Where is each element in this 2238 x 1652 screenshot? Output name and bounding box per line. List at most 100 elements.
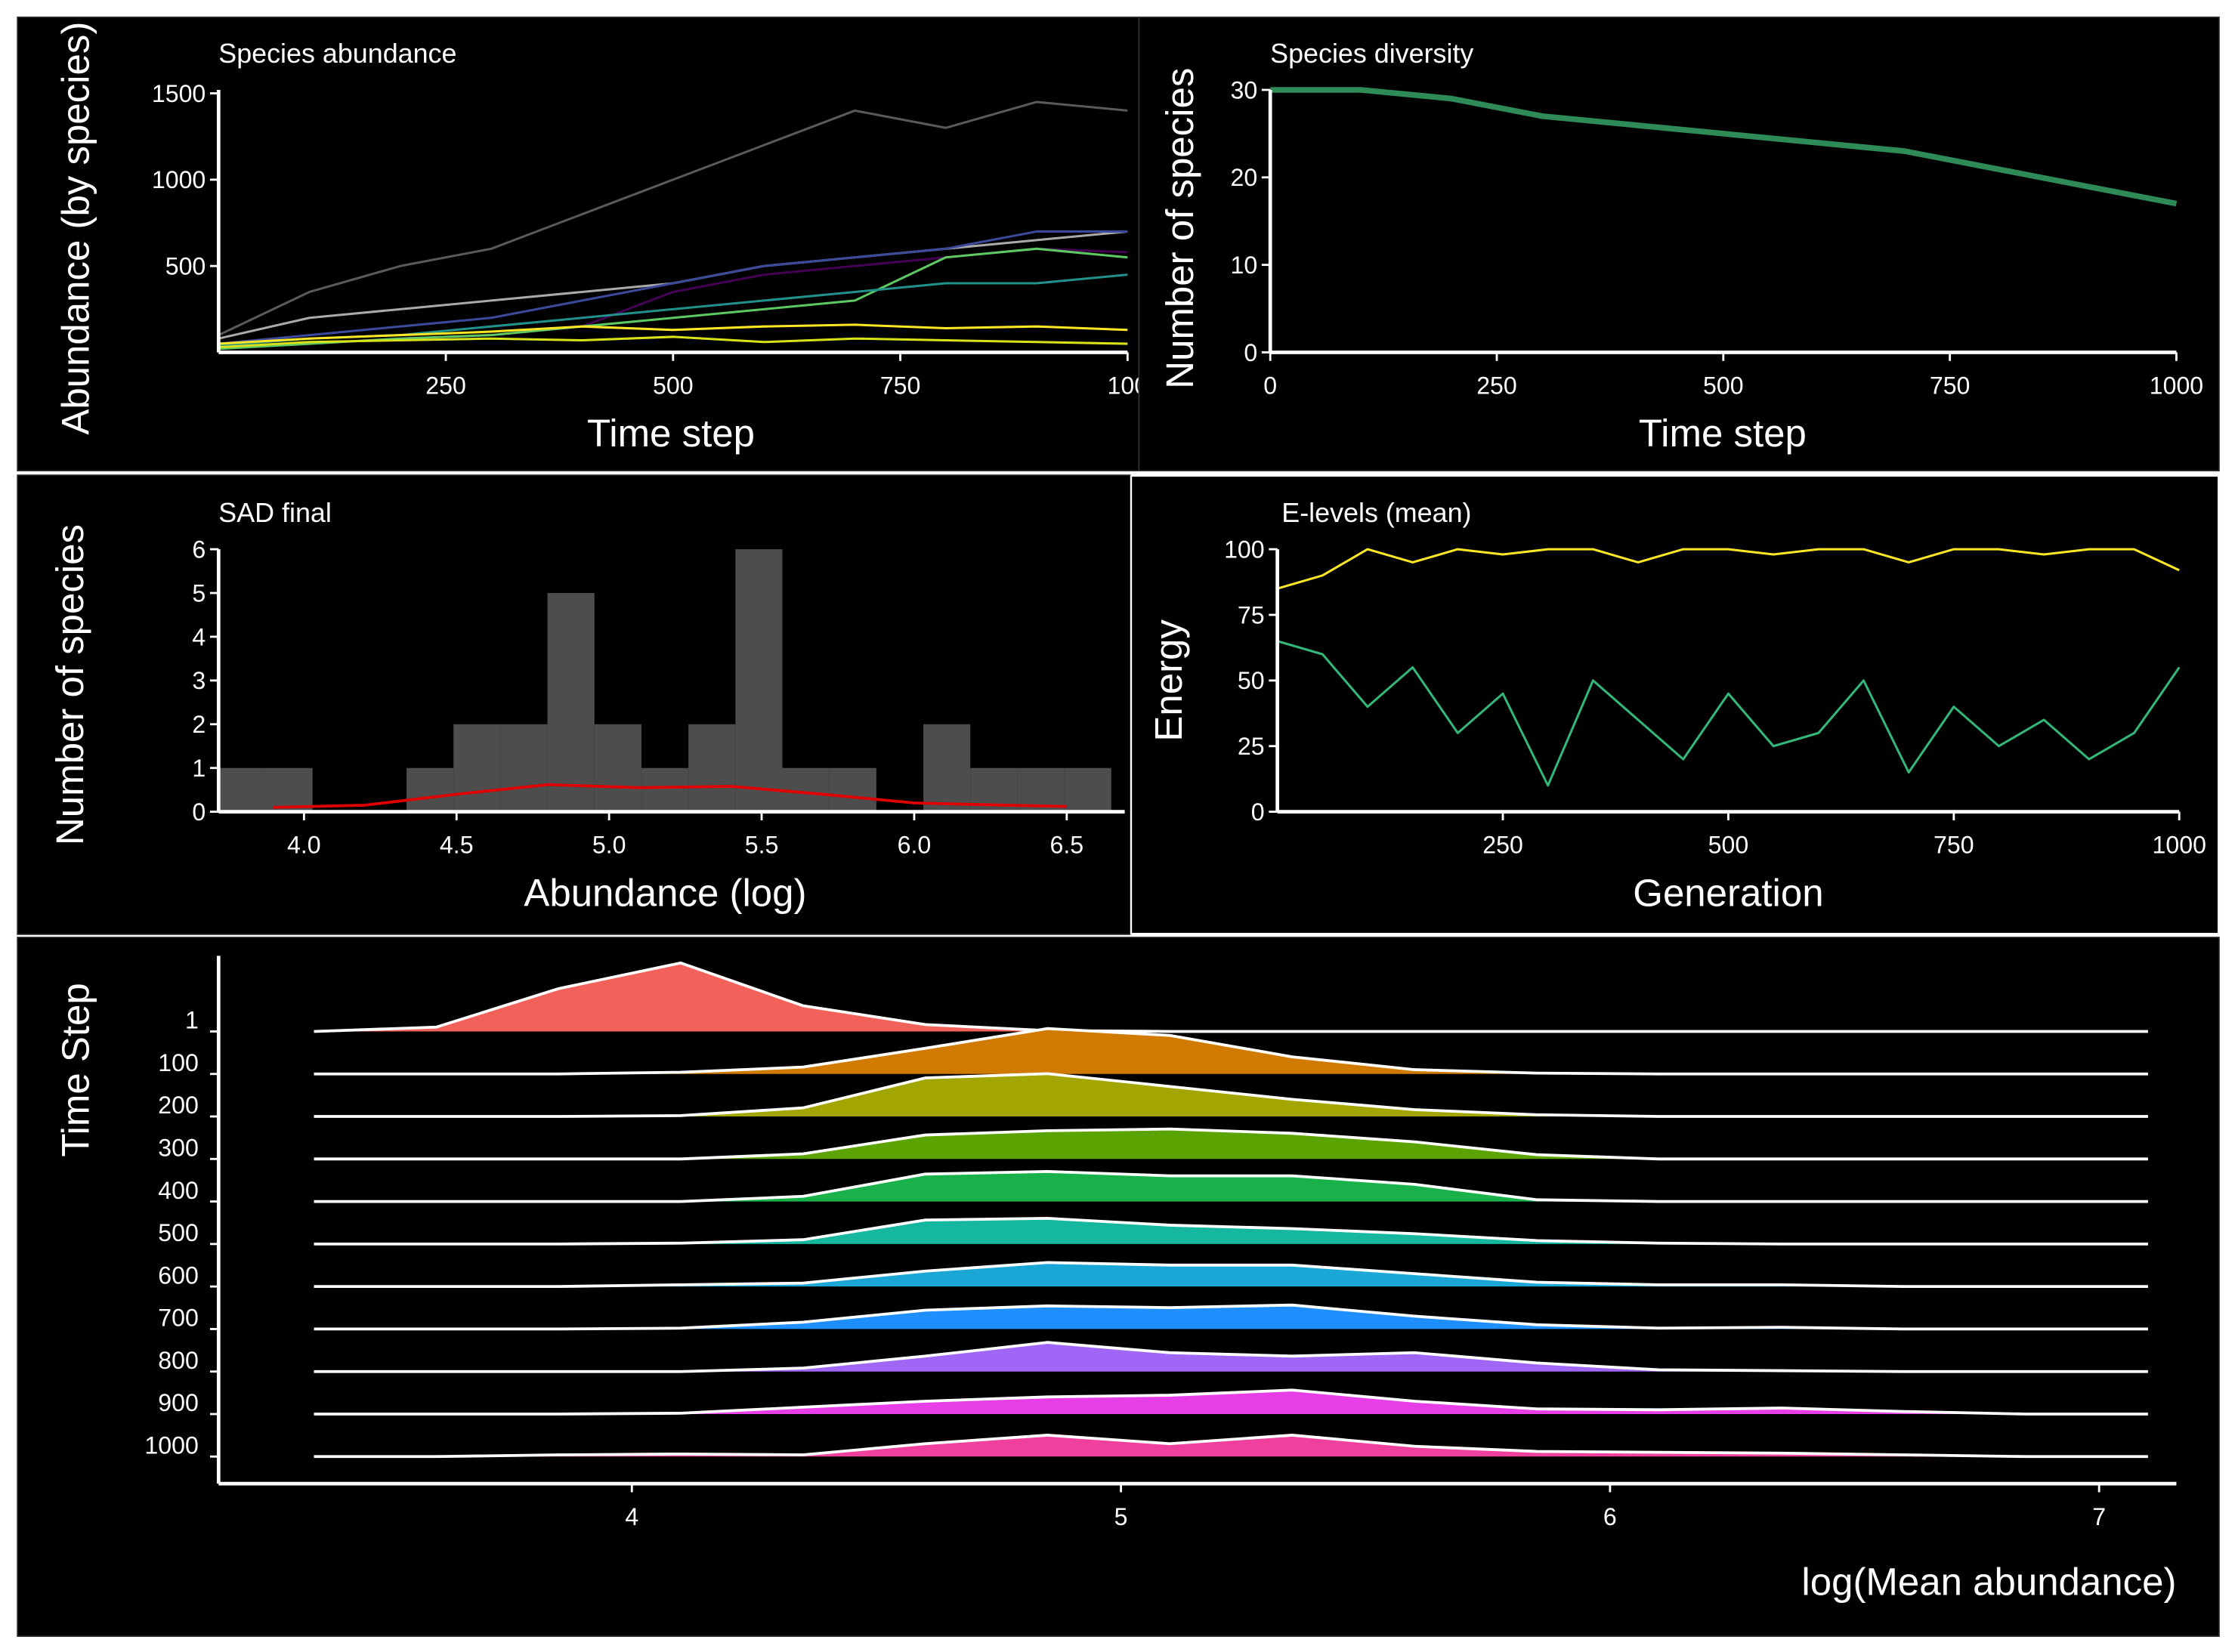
histogram-bar [735, 549, 783, 812]
y-tick-label: 3 [192, 667, 206, 694]
y-tick-label: 10 [1230, 252, 1257, 279]
x-tick-label: 0 [1263, 372, 1277, 399]
ridge-area [314, 1073, 2148, 1117]
series-line [1277, 640, 2181, 787]
series-line [218, 323, 1128, 345]
panel-title: SAD final [218, 498, 332, 528]
y-tick-label: 4 [192, 623, 206, 650]
panel-title: Species abundance [218, 39, 456, 69]
histogram-bar [218, 767, 266, 812]
x-axis-label: log(Mean abundance) [1801, 1560, 2176, 1603]
x-tick-label: 5 [1114, 1503, 1128, 1530]
x-axis-label: Abundance (log) [524, 871, 806, 914]
panel-border [1130, 474, 2220, 935]
panel-border [17, 937, 2220, 1637]
x-tick-label: 4 [625, 1503, 638, 1530]
y-tick-label: 500 [165, 253, 206, 280]
ridge-area [314, 1218, 2148, 1244]
series-line [218, 100, 1128, 336]
ridge-outline [314, 1170, 2148, 1203]
panel-background [1139, 17, 2220, 471]
y-axis-label: Time Step [54, 983, 97, 1156]
y-tick-label: 25 [1238, 733, 1265, 760]
y-tick-label: 300 [158, 1135, 199, 1162]
ridge-outline [314, 1072, 2148, 1118]
y-tick-label: 2 [192, 711, 206, 738]
ridge-outline [314, 1261, 2148, 1289]
x-tick-label: 5.0 [592, 831, 626, 858]
x-tick-label: 500 [1703, 372, 1744, 399]
y-tick-label: 800 [158, 1347, 199, 1374]
x-tick-label: 750 [1930, 372, 1971, 399]
y-axis-label: Number of species [1158, 68, 1201, 389]
histogram-bar [923, 724, 971, 812]
histogram-bar [594, 724, 641, 812]
ridge-outline [314, 1341, 2148, 1373]
x-tick-label: 1000 [2153, 831, 2206, 858]
y-tick-label: 5 [192, 579, 206, 607]
panel-title: E-levels (mean) [1281, 498, 1471, 528]
ridge-outline [314, 1388, 2148, 1416]
ridge-area [314, 1434, 2148, 1457]
x-tick-label: 4.5 [440, 831, 474, 858]
y-tick-label: 50 [1238, 667, 1265, 694]
y-tick-label: 1000 [144, 1431, 198, 1459]
x-tick-label: 500 [1708, 831, 1749, 858]
histogram-bar [453, 724, 501, 812]
series-line [218, 230, 1128, 345]
panel-border [1138, 16, 2220, 471]
y-tick-label: 200 [158, 1092, 199, 1119]
histogram-bar [1064, 767, 1111, 812]
x-axis-label: Time step [1639, 412, 1807, 455]
y-tick-label: 1 [185, 1007, 199, 1034]
panel: 1 100 200 300 400 500 600 700 800 900 1000 4 5 6 7 log(… [17, 937, 2220, 1637]
x-tick-label: 4.0 [287, 831, 321, 858]
panel: 250 500 750 1000 0 25 50 75 100 E-levels (mean) Ge… [1130, 474, 2220, 935]
ridge-area [314, 1305, 2148, 1329]
panel: 250 500 750 100 500 1000 1500 Species abundance… [17, 17, 1139, 471]
x-tick-label: 250 [1476, 372, 1517, 399]
ridge-outline [314, 1027, 2148, 1076]
x-tick-label: 7 [2092, 1503, 2106, 1530]
panel: 4.0 4.5 5.0 5.5 6.0 6.5 0 1 2 3 4 5 6 SAD final Abunda… [17, 474, 1131, 935]
y-tick-label: 0 [192, 798, 206, 826]
y-tick-label: 30 [1230, 76, 1257, 103]
y-axis-label: Number of species [48, 524, 91, 845]
ridge-area [314, 1028, 2148, 1074]
panel-background [1130, 474, 2220, 935]
panel: 0 250 500 750 1000 0 10 20 30 Species diversity Ti… [1139, 17, 2220, 471]
x-tick-label: 5.5 [745, 831, 779, 858]
y-axis-label: Energy [1147, 619, 1190, 742]
panel-title: Species diversity [1270, 39, 1473, 69]
y-tick-label: 100 [158, 1049, 199, 1076]
ridge-outline [314, 1434, 2148, 1459]
y-tick-label: 0 [1244, 339, 1257, 366]
ridge-area [314, 962, 2148, 1032]
x-axis-label: Generation [1633, 871, 1823, 914]
x-tick-label: 250 [1482, 831, 1523, 858]
y-tick-label: 500 [158, 1219, 199, 1246]
ridge-outline [314, 1127, 2148, 1161]
density-line [273, 783, 1067, 809]
series-line [1277, 548, 2180, 590]
panel-background [17, 17, 1139, 471]
y-tick-label: 600 [158, 1261, 199, 1289]
ridge-area [314, 1129, 2148, 1159]
histogram-bar [782, 767, 830, 812]
histogram-bar [265, 767, 313, 812]
y-tick-label: 400 [158, 1177, 199, 1204]
x-tick-label: 750 [880, 372, 921, 399]
x-tick-label: 500 [653, 372, 694, 399]
x-tick-label: 250 [425, 372, 466, 399]
series-line [1277, 611, 2180, 619]
y-tick-label: 1 [192, 755, 206, 782]
x-tick-label: 750 [1934, 831, 1974, 858]
ridge-area [314, 1342, 2148, 1372]
histogram-bar [547, 593, 595, 812]
histogram-bar [641, 767, 689, 812]
ridge-outline [314, 1303, 2148, 1331]
y-tick-label: 1000 [152, 166, 206, 193]
y-tick-label: 20 [1230, 164, 1257, 191]
ridge-area [314, 1390, 2148, 1414]
